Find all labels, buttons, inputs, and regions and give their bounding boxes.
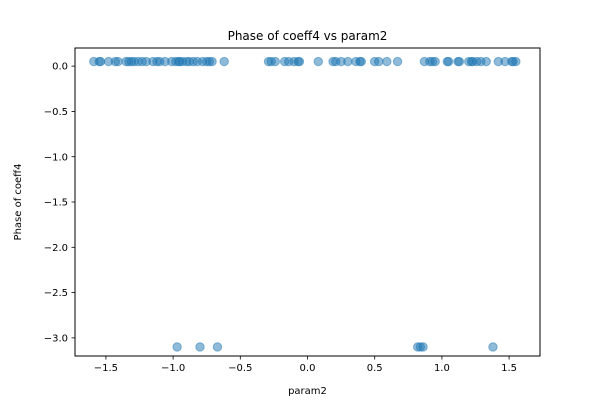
data-point [270,56,280,67]
data-point [418,342,428,352]
data-point [454,56,465,67]
data-point [374,56,384,67]
y-tick-label: −2.0 [44,243,68,254]
data-point [294,56,305,67]
x-axis: −1.5 −1.0 −0.5 0.0 0.5 1.0 1.5 [94,356,517,374]
x-tick-label: 1.0 [434,363,450,374]
y-axis-label: Phase of coeff4 [13,164,24,241]
data-point [356,56,366,67]
x-axis-label: param2 [288,386,327,397]
x-tick-label: 0.0 [300,363,316,374]
data-point [443,56,454,67]
data-point [207,56,217,67]
x-tick-label: 0.5 [367,363,383,374]
x-tick-label: −1.5 [94,363,118,374]
data-point [343,56,353,67]
chart-title: Phase of coeff4 vs param2 [228,29,388,43]
data-point [219,56,229,67]
y-axis: 0.0 −0.5 −1.0 −1.5 −2.0 −2.5 −3.0 [44,62,75,344]
data-point [212,342,223,352]
y-tick-label: −3.0 [44,333,68,344]
data-point [392,56,403,67]
x-tick-label: 1.5 [501,363,517,374]
y-tick-label: −0.5 [44,107,68,118]
data-points [89,56,521,352]
data-point [511,56,521,67]
data-point [113,56,123,67]
data-point [95,56,106,67]
y-tick-label: −1.0 [44,152,68,163]
x-tick-label: −0.5 [228,363,252,374]
plot-area [75,48,540,356]
y-tick-label: −2.5 [44,288,68,299]
data-point [313,56,323,67]
x-tick-label: −1.0 [161,363,185,374]
data-point [382,56,392,67]
y-tick-label: 0.0 [52,62,68,73]
data-point [195,342,205,352]
data-point [430,56,440,67]
y-tick-label: −1.5 [44,198,68,209]
data-point [172,342,182,352]
data-point [488,342,498,352]
data-point [481,56,491,67]
